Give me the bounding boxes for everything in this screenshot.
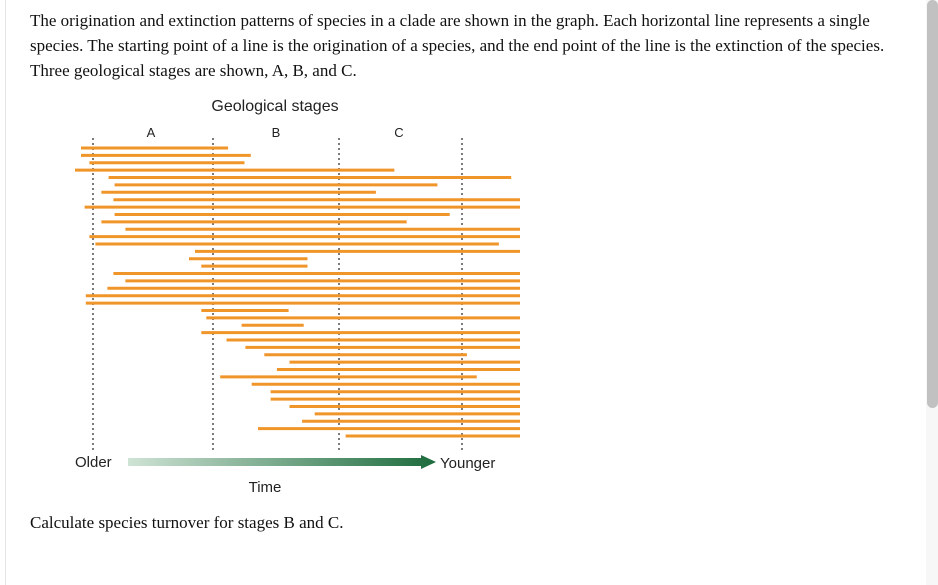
stage-label-c: C [394, 125, 403, 140]
time-arrow [128, 455, 436, 469]
scrollbar-thumb[interactable] [927, 0, 938, 408]
species-range-diagram: Geological stages A B C Older Younger Ti… [75, 98, 520, 496]
stage-label-a: A [147, 125, 156, 140]
older-label: Older [75, 454, 112, 471]
stage-label-b: B [272, 125, 281, 140]
time-label: Time [249, 479, 282, 496]
question-prompt: Calculate species turnover for stages B … [30, 513, 344, 532]
figure-title: Geological stages [211, 98, 338, 115]
content-border [5, 0, 6, 585]
species-lines [75, 146, 520, 438]
younger-label: Younger [440, 455, 495, 472]
question-intro: The origination and extinction patterns … [30, 11, 885, 80]
